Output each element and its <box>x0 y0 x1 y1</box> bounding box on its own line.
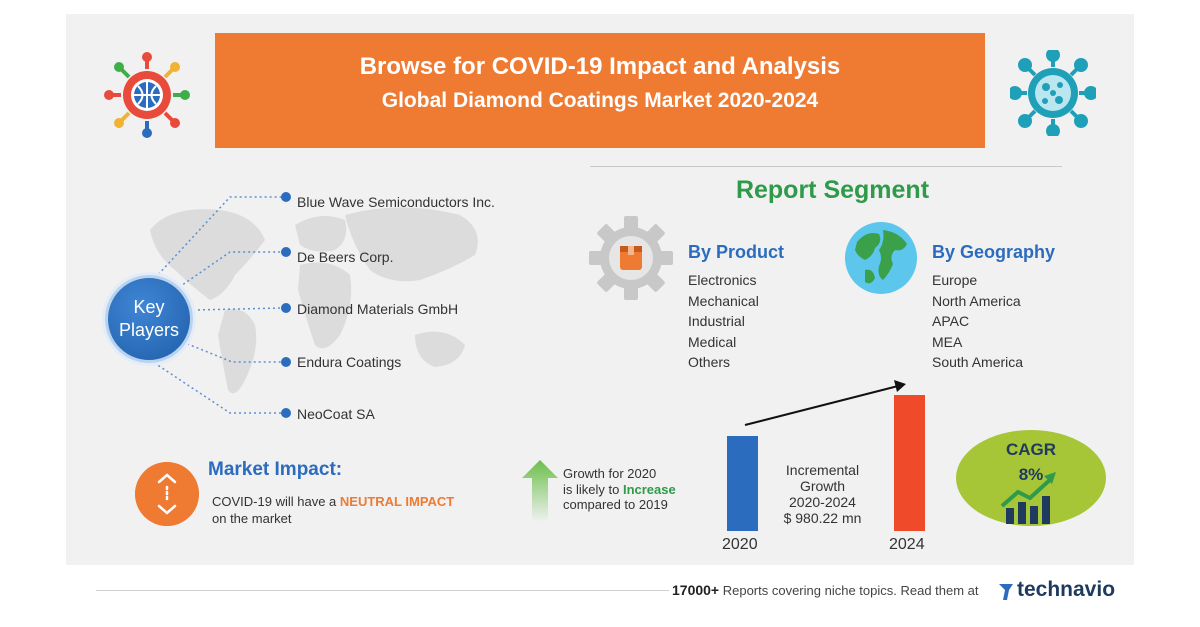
player-bullet-icon <box>281 303 291 313</box>
player-item: Diamond Materials GmbH <box>297 301 459 317</box>
year-label-start: 2020 <box>722 536 758 553</box>
by-geography-list: Europe North America APAC MEA South Amer… <box>932 270 1023 373</box>
growth-text: Growth for 2020 is likely to Increase co… <box>563 466 676 513</box>
incremental-line2: Growth <box>799 478 846 494</box>
bar-2020 <box>727 436 758 531</box>
impact-text-prefix: COVID-19 will have a <box>212 494 340 509</box>
list-item: North America <box>932 292 1021 309</box>
list-item: MEA <box>932 333 963 350</box>
list-item: APAC <box>932 313 970 329</box>
footer-caption: Reports covering niche topics. Read them… <box>719 583 979 598</box>
list-item: South America <box>932 354 1024 370</box>
market-impact-title: Market Impact: <box>208 459 343 480</box>
segment-divider <box>590 166 1062 167</box>
year-label-end: 2024 <box>889 536 925 553</box>
player-bullet-icon <box>281 192 291 202</box>
list-item: Medical <box>688 333 737 350</box>
player-bullet-icon <box>281 357 291 367</box>
incremental-line1: Incremental <box>785 462 860 478</box>
market-impact-text: COVID-19 will have a NEUTRAL IMPACT on t… <box>212 493 454 527</box>
virus-icon <box>104 52 190 138</box>
list-item: Industrial <box>688 313 745 329</box>
technavio-brand[interactable]: technavio <box>1017 578 1116 601</box>
growth-line2: is likely to Increase <box>563 482 676 498</box>
list-item: Others <box>688 354 731 370</box>
incremental-line3: 2020-2024 <box>789 494 856 510</box>
by-geography-heading: By Geography <box>932 242 1056 262</box>
player-item: Blue Wave Semiconductors Inc. <box>297 194 495 210</box>
footer-divider <box>96 590 669 591</box>
technavio-logo-icon <box>999 584 1013 600</box>
list-item: Electronics <box>688 272 757 288</box>
banner-title: Browse for COVID-19 Impact and Analysis <box>359 53 841 80</box>
chart-icon <box>1000 472 1056 524</box>
world-map-background <box>150 207 478 394</box>
key-players-label-line2: Players <box>118 320 180 340</box>
player-item: NeoCoat SA <box>297 406 375 422</box>
footer-strip <box>66 565 1134 614</box>
by-product-heading: By Product <box>688 242 785 262</box>
incremental-value: $ 980.22 mn <box>783 510 862 526</box>
key-players-badge: Key Players <box>105 275 193 363</box>
bar-2024 <box>894 395 925 531</box>
growth-arrow-icon <box>522 460 558 522</box>
gear-icon <box>589 216 673 300</box>
player-item: Endura Coatings <box>297 354 402 370</box>
growth-line2-prefix: is likely to <box>563 481 623 497</box>
player-item: De Beers Corp. <box>297 249 394 265</box>
key-players-label-line1: Key <box>133 297 165 317</box>
player-bullet-icon <box>281 247 291 257</box>
growth-line1: Growth for 2020 <box>563 466 657 481</box>
cagr-value: 8% <box>1018 465 1044 484</box>
impact-text-suffix: on the market <box>212 511 292 526</box>
growth-line3: compared to 2019 <box>563 497 668 512</box>
report-segment-title: Report Segment <box>735 176 930 204</box>
footer-report-count: 17000+ <box>672 582 720 598</box>
by-product-list: Electronics Mechanical Industrial Medica… <box>688 270 759 373</box>
list-item: Europe <box>932 272 978 288</box>
footer-text: 17000+ Reports covering niche topics. Re… <box>672 582 979 598</box>
impact-highlight: NEUTRAL IMPACT <box>339 494 455 509</box>
player-bullet-icon <box>281 408 291 418</box>
incremental-growth: Incremental Growth 2020-2024 $ 980.22 mn <box>770 462 875 526</box>
impact-icon <box>135 462 199 526</box>
virus-icon <box>1010 50 1096 136</box>
list-item: Mechanical <box>688 292 759 309</box>
growth-highlight: Increase <box>622 481 676 497</box>
cagr-label: CAGR <box>1005 440 1057 459</box>
title-banner: Browse for COVID-19 Impact and Analysis … <box>215 33 985 148</box>
globe-icon <box>845 222 917 294</box>
banner-subtitle: Global Diamond Coatings Market 2020-2024 <box>381 89 819 112</box>
